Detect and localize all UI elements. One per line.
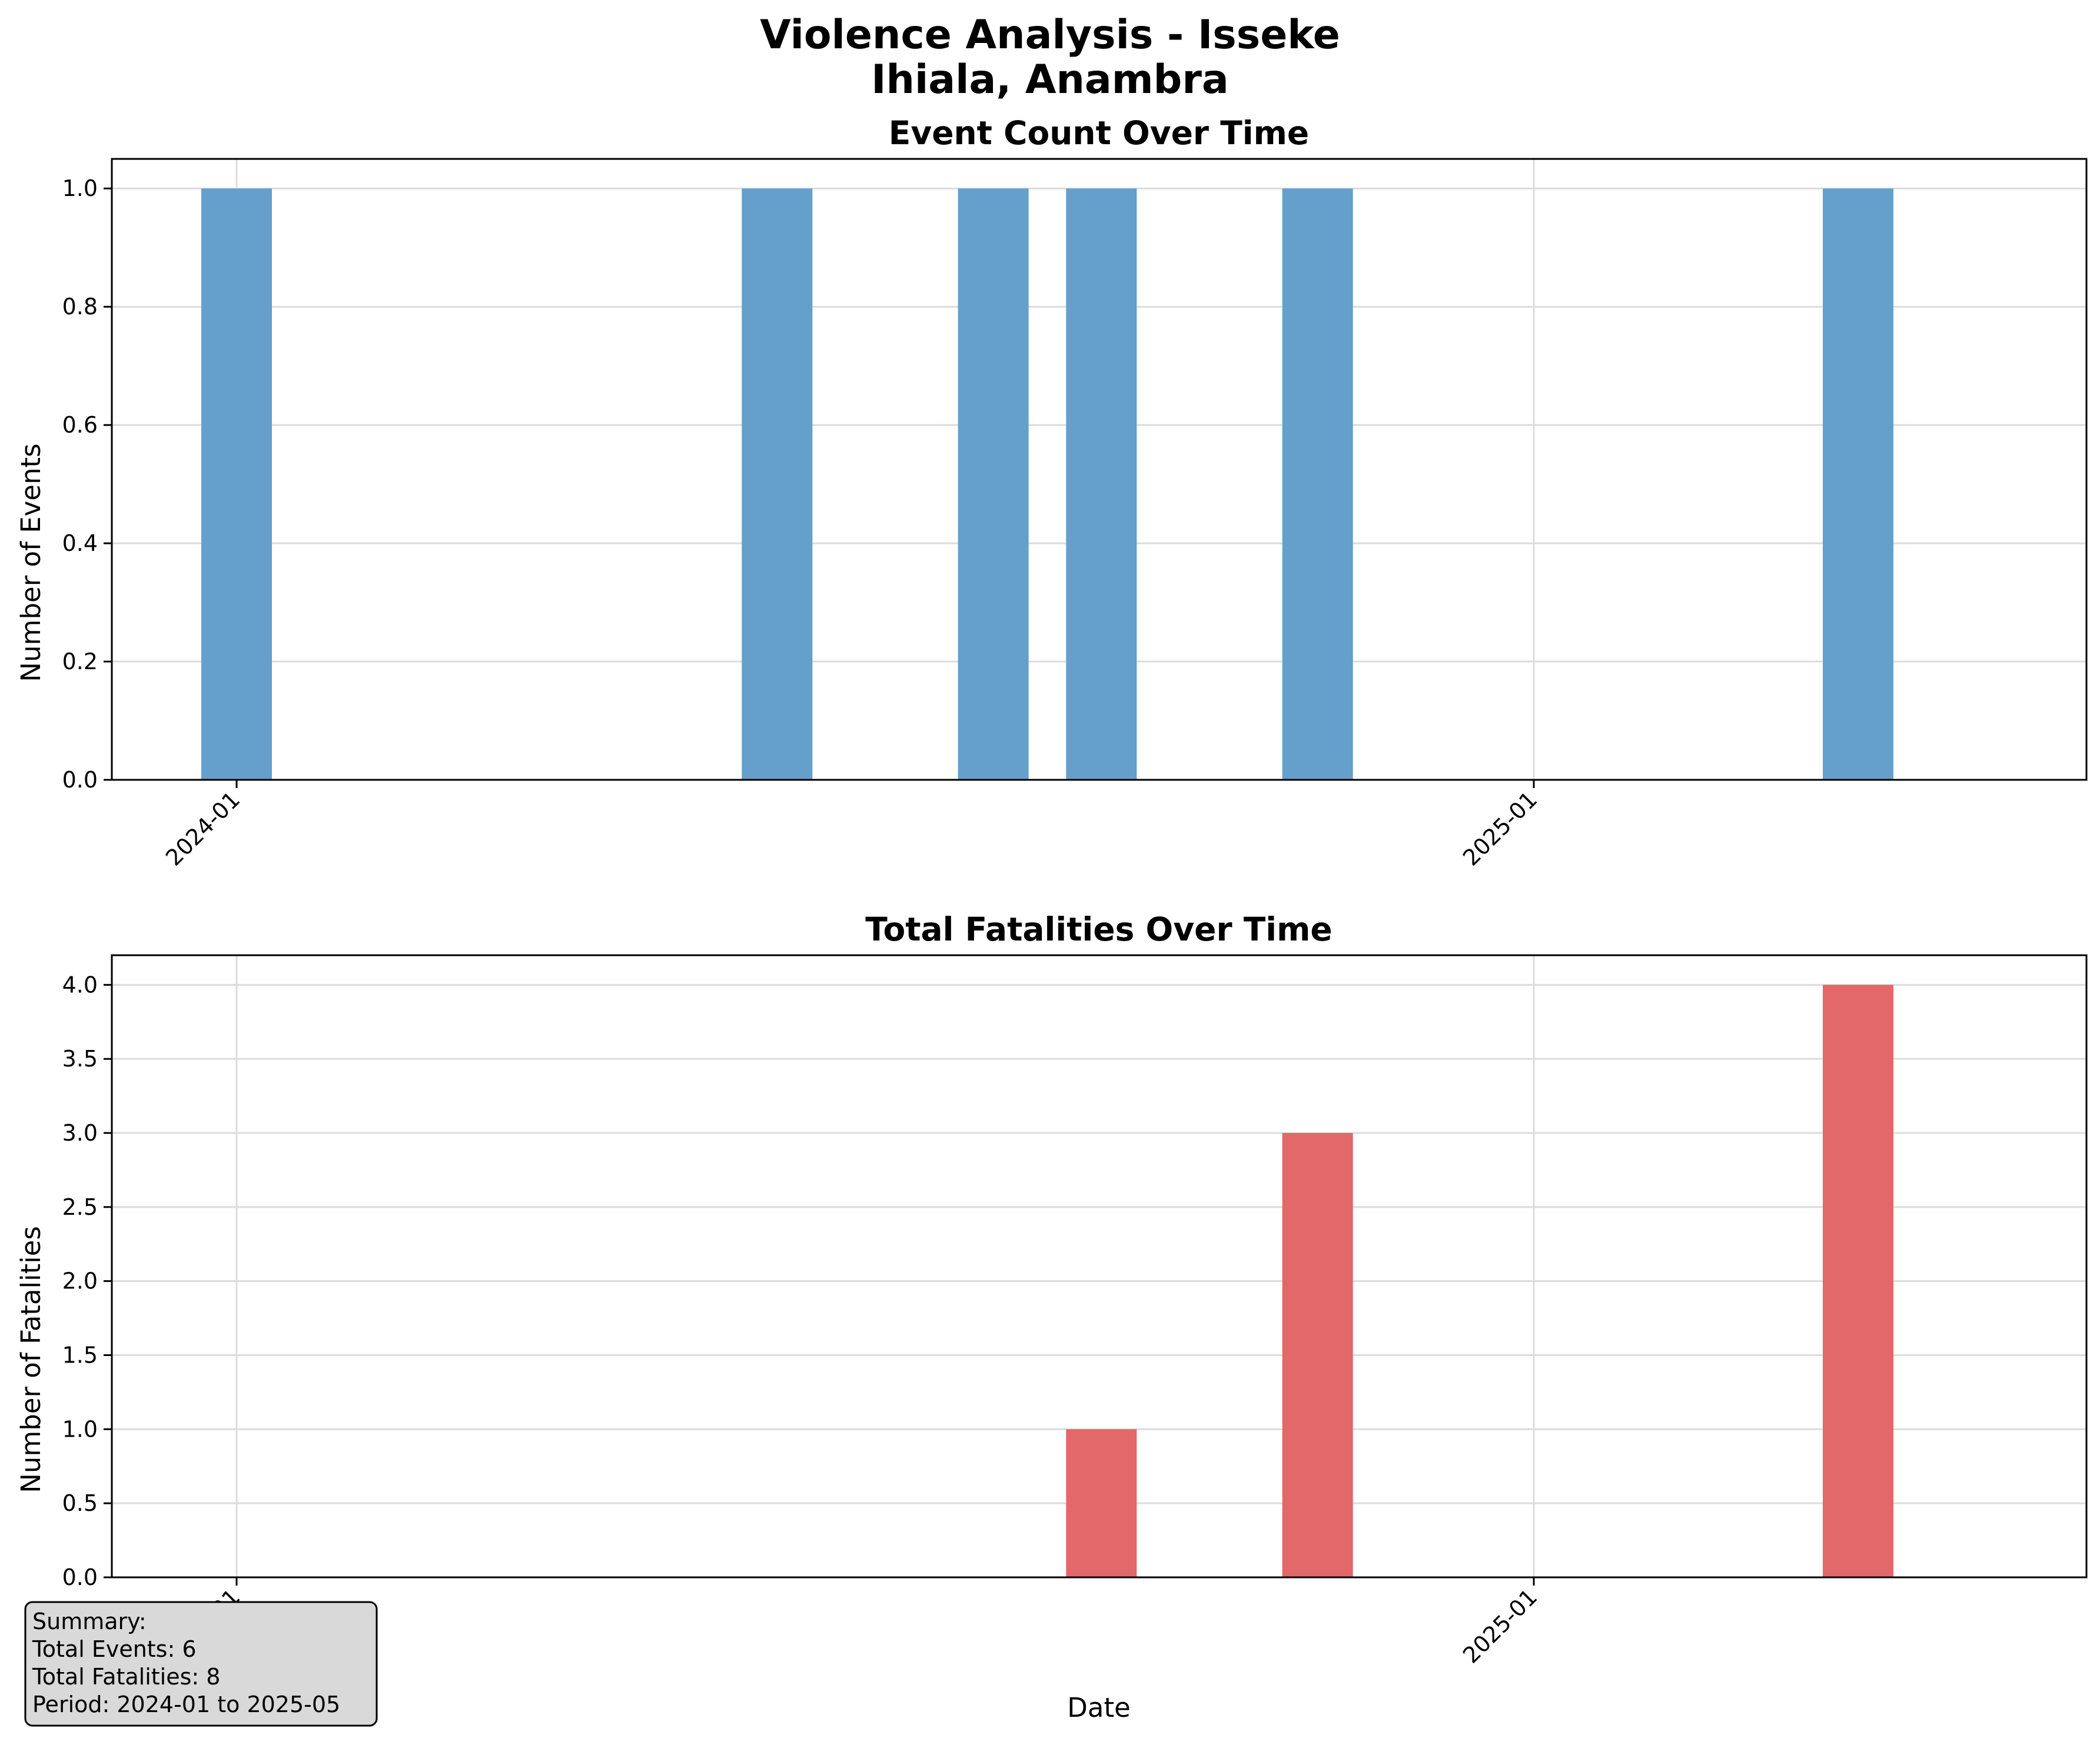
fatalities-chart: Total Fatalities Over Time Number of Fat… <box>15 910 2088 1723</box>
fatalities-ytick-label-2: 1.0 <box>62 1416 98 1442</box>
summary-total-events: Total Events: 6 <box>32 1636 197 1662</box>
event-count-bar-2025-04 <box>1823 188 1893 780</box>
summary-period: Period: 2024-01 to 2025-05 <box>32 1692 340 1717</box>
event-count-axes-frame <box>111 158 2088 781</box>
fatalities-bar-2024-09 <box>1066 1429 1137 1577</box>
fatalities-xtick-label-1: 2025-01 <box>1458 1584 1542 1668</box>
event-count-bar-2024-09 <box>1066 188 1137 780</box>
summary-box-background <box>24 1601 378 1727</box>
fatalities-ytick-label-8: 4.0 <box>62 972 98 998</box>
event-count-bar-2024-08 <box>958 188 1029 780</box>
fatalities-y-axis-label: Number of Fatalities <box>15 1226 46 1493</box>
fatalities-ytick-label-6: 3.0 <box>62 1120 98 1146</box>
event-count-bar-2024-01 <box>201 188 272 780</box>
fatalities-ytick-label-3: 1.5 <box>62 1342 98 1368</box>
event-count-ytick-label-1: 0.2 <box>62 649 98 674</box>
summary-box: Summary: Total Events: 6 Total Fatalitie… <box>24 1601 378 1727</box>
fatalities-ytick-label-4: 2.0 <box>62 1268 98 1294</box>
fatalities-ytick-label-1: 0.5 <box>62 1490 98 1516</box>
event-count-xtick-label-1: 2025-01 <box>1458 786 1542 870</box>
event-count-chart-title: Event Count Over Time <box>889 114 1309 152</box>
event-count-ytick-label-5: 1.0 <box>62 175 98 201</box>
summary-total-fatalities: Total Fatalities: 8 <box>32 1664 220 1690</box>
figure-title-line1: Violence Analysis - Isseke <box>760 12 1340 58</box>
fatalities-chart-title: Total Fatalities Over Time <box>865 910 1332 948</box>
event-count-ytick-label-4: 0.8 <box>62 294 98 320</box>
event-count-ytick-label-2: 0.4 <box>62 530 98 556</box>
event-count-ytick-label-0: 0.0 <box>62 767 98 793</box>
event-count-xtick-label-0: 2024-01 <box>161 786 245 870</box>
fatalities-ytick-label-5: 2.5 <box>62 1194 98 1220</box>
fatalities-ytick-label-7: 3.5 <box>62 1046 98 1072</box>
event-count-bar-2024-11 <box>1282 188 1353 780</box>
fatalities-ytick-label-0: 0.0 <box>62 1564 98 1590</box>
fatalities-axes-frame <box>111 954 2088 1579</box>
event-count-bar-2024-06 <box>742 188 813 780</box>
summary-heading: Summary: <box>32 1609 147 1634</box>
figure-title-line2: Ihiala, Anambra <box>871 57 1228 103</box>
fatalities-bar-2024-11 <box>1282 1133 1353 1577</box>
event-count-chart: Event Count Over Time Number of Events 0… <box>15 114 2088 871</box>
event-count-ytick-label-3: 0.6 <box>62 412 98 438</box>
event-count-y-axis-label: Number of Events <box>15 443 46 682</box>
fatalities-bar-2025-04 <box>1823 985 1893 1577</box>
fatalities-x-axis-label: Date <box>1067 1692 1131 1723</box>
